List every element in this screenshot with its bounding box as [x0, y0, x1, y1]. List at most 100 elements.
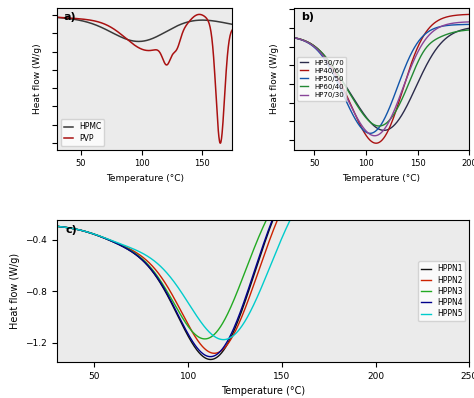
Legend: HPPN1, HPPN2, HPPN3, HPPN4, HPPN5: HPPN1, HPPN2, HPPN3, HPPN4, HPPN5 — [419, 261, 465, 322]
HP40/60 — [336, 77, 342, 82]
HPMC — [172, 25, 177, 29]
HP60/40 — [376, 124, 382, 129]
HPPN4 — [410, 147, 416, 152]
HP30/70 — [395, 119, 401, 124]
PVP — [218, 141, 223, 146]
HPPN2 — [79, 228, 85, 233]
HPPN2 — [211, 351, 217, 356]
HP60/40 — [322, 54, 328, 59]
HPPN1 — [79, 228, 85, 233]
HPMC — [133, 39, 139, 44]
HP50/50 — [367, 131, 373, 136]
HP30/70 — [409, 95, 414, 100]
PVP — [157, 51, 163, 56]
HPPN4 — [305, 160, 310, 165]
HPPN3 — [367, 164, 373, 168]
HP40/60 — [395, 104, 401, 109]
Line: HP40/60: HP40/60 — [294, 14, 469, 143]
Line: HPPN1: HPPN1 — [57, 146, 469, 359]
X-axis label: Temperature (°C): Temperature (°C) — [221, 386, 305, 396]
HPPN2 — [466, 149, 472, 154]
PVP — [85, 18, 91, 22]
HPPN4 — [294, 171, 300, 176]
HPPN3 — [305, 170, 310, 175]
HP60/40 — [291, 35, 297, 40]
HP40/60 — [322, 54, 328, 59]
HP60/40 — [395, 106, 401, 111]
HPPN4 — [207, 354, 213, 359]
Line: HP50/50: HP50/50 — [294, 24, 469, 133]
HPPN3 — [410, 164, 416, 168]
HP50/50 — [395, 85, 401, 90]
X-axis label: Temperature (°C): Temperature (°C) — [343, 174, 420, 183]
HP40/60 — [466, 12, 472, 17]
PVP — [133, 44, 139, 49]
HP60/40 — [336, 73, 342, 78]
Legend: HP30/70, HP40/60, HP50/50, HP60/40, HP70/30: HP30/70, HP40/60, HP50/50, HP60/40, HP70… — [297, 57, 346, 101]
Line: PVP: PVP — [57, 14, 232, 143]
Y-axis label: Heat flow (W/g): Heat flow (W/g) — [270, 43, 279, 114]
HPPN3 — [375, 164, 381, 168]
HP50/50 — [409, 51, 414, 56]
HPPN1 — [466, 143, 472, 148]
HPPN5 — [367, 162, 373, 166]
HPPN1 — [410, 144, 415, 148]
HPPN1 — [317, 152, 323, 156]
HP50/50 — [291, 35, 297, 40]
HPPN5 — [221, 337, 227, 342]
HPPN4 — [466, 147, 472, 152]
HPPN2 — [54, 224, 60, 229]
HP70/30 — [336, 79, 342, 84]
Legend: HPMC, PVP: HPMC, PVP — [61, 119, 104, 146]
Line: HP60/40: HP60/40 — [294, 30, 469, 126]
HPPN2 — [294, 180, 300, 185]
HPPN4 — [79, 228, 85, 233]
PVP — [99, 21, 105, 25]
Line: HPPN2: HPPN2 — [57, 152, 469, 353]
Text: b): b) — [301, 12, 314, 22]
HP50/50 — [336, 83, 342, 88]
Line: HPPN4: HPPN4 — [57, 149, 469, 357]
HPPN5 — [294, 205, 300, 210]
HP30/70 — [381, 128, 387, 133]
HP70/30 — [372, 133, 377, 138]
HP50/50 — [322, 57, 328, 62]
Line: HP30/70: HP30/70 — [294, 28, 469, 131]
HP30/70 — [370, 123, 376, 127]
HPMC — [158, 32, 164, 37]
HPMC — [85, 20, 91, 25]
HP30/70 — [336, 73, 342, 78]
PVP — [229, 27, 235, 32]
HP70/30 — [466, 20, 472, 24]
HPPN4 — [54, 224, 60, 229]
HPPN4 — [367, 147, 373, 152]
HPPN4 — [391, 147, 396, 152]
HPMC — [186, 19, 192, 24]
HP30/70 — [423, 63, 429, 68]
HPPN5 — [466, 160, 472, 165]
HPPN2 — [367, 150, 373, 155]
HP50/50 — [466, 22, 472, 27]
HPMC — [136, 39, 141, 44]
HP40/60 — [409, 61, 414, 66]
HPPN5 — [79, 228, 85, 233]
PVP — [171, 50, 177, 55]
HP60/40 — [423, 45, 429, 50]
HPPN1 — [305, 159, 310, 164]
Y-axis label: Heat flow (W/g): Heat flow (W/g) — [33, 43, 42, 114]
PVP — [54, 15, 60, 20]
PVP — [196, 12, 202, 17]
HPPN5 — [54, 224, 60, 229]
HPPN1 — [208, 357, 213, 362]
HPPN5 — [305, 189, 310, 193]
HP60/40 — [370, 122, 376, 127]
HP40/60 — [373, 141, 379, 146]
HPPN4 — [317, 154, 323, 158]
Line: HP70/30: HP70/30 — [294, 22, 469, 136]
HPPN5 — [317, 176, 323, 181]
HPPN5 — [410, 160, 415, 165]
HPPN2 — [410, 149, 415, 154]
HP50/50 — [371, 130, 376, 135]
HPPN3 — [202, 337, 208, 341]
HPPN3 — [466, 164, 472, 168]
